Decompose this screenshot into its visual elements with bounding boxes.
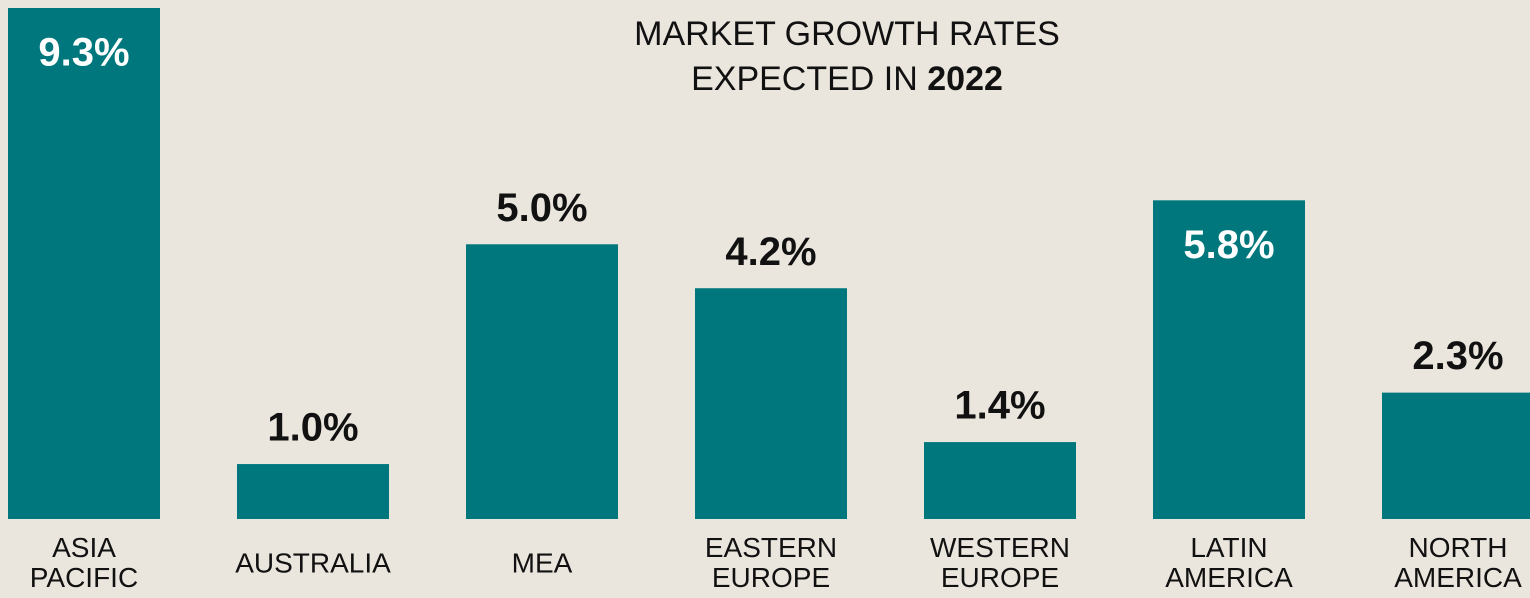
bar [695,288,847,519]
value-label: 2.3% [1412,334,1503,378]
chart-title-part: EXPECTED IN [691,60,918,98]
x-tick-label: WESTERN EUROPE [930,532,1070,593]
chart-title: MARKET GROWTH RATES [634,15,1060,53]
x-tick-label-line: WESTERN [930,532,1070,563]
x-tick-label-line: NORTH [1408,532,1507,563]
x-tick-label-line: EUROPE [712,562,830,593]
x-tick-label: ASIA PACIFIC [30,532,138,593]
x-tick-label-line: AMERICA [1165,562,1293,593]
bar [237,464,389,519]
value-label: 1.4% [954,384,1045,428]
chart-title: EXPECTED IN 2022 [691,60,1003,98]
bar [1382,392,1530,519]
value-label: 9.3% [38,31,129,75]
value-label: 5.8% [1183,223,1274,267]
bar [8,8,160,519]
x-tick-label: NORTH AMERICA [1394,532,1522,593]
bar [1153,200,1305,519]
x-tick-label: EASTERN EUROPE [705,532,837,593]
chart-title-year: 2022 [927,60,1003,98]
x-tick-label-line: ASIA [52,532,116,563]
x-tick-label-line: PACIFIC [30,562,138,593]
value-label: 5.0% [496,186,587,230]
bar [924,442,1076,519]
x-tick-label-line: LATIN [1190,532,1267,563]
x-tick-label: AUSTRALIA [235,547,391,578]
x-tick-label: MEA [512,547,573,578]
x-tick-label: LATIN AMERICA [1165,532,1293,593]
x-tick-label-line: EASTERN [705,532,837,563]
x-tick-label-line: EUROPE [941,562,1059,593]
x-tick-label-line: AMERICA [1394,562,1522,593]
value-label: 1.0% [267,406,358,450]
value-label: 4.2% [725,230,816,274]
bar [466,244,618,520]
